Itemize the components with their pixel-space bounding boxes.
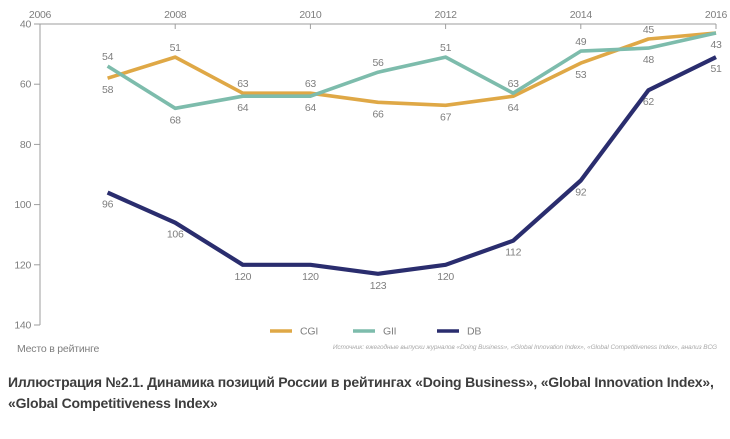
chart-source: Источник: ежегодные выпуски журналов «Do… [332, 344, 717, 351]
data-label-CGI: 67 [440, 111, 452, 123]
chart-svg: 2006 2008 2010 2012 2014 2016 40 60 80 100 120 140 5… [14, 9, 728, 338]
y-tick-label: 60 [20, 79, 32, 91]
data-label-GII: 49 [575, 36, 587, 48]
data-label-CGI: 63 [305, 78, 317, 90]
x-tick-label: 2006 [29, 9, 52, 21]
data-label-GII: 51 [440, 42, 452, 54]
data-label-DB: 92 [575, 187, 587, 199]
data-label-CGI: 63 [237, 78, 249, 90]
data-label-GII: 48 [643, 54, 655, 66]
data-label-GII: 68 [170, 114, 182, 126]
legend-label-DB: DB [467, 326, 481, 338]
data-label-DB: 120 [234, 271, 251, 283]
data-label-GII: 54 [102, 51, 114, 63]
data-label-CGI: 58 [102, 84, 114, 96]
data-label-GII: 56 [372, 57, 384, 69]
y-tick-label: 80 [20, 139, 32, 151]
data-label-DB: 106 [167, 229, 184, 241]
series-line-CGI [107, 31, 717, 108]
data-label-DB: 96 [102, 199, 114, 211]
x-tick-label: 2010 [299, 9, 322, 21]
legend-label-CGI: CGI [300, 326, 318, 338]
x-tick-label: 2008 [164, 9, 187, 21]
y-tick-label: 40 [20, 19, 32, 31]
data-label-GII: 64 [305, 102, 317, 114]
y-tick-label: 120 [14, 259, 31, 271]
data-label-DB: 112 [505, 247, 521, 259]
data-label-CGI: 53 [575, 69, 587, 81]
data-label-GII: 64 [237, 102, 249, 114]
y-tick-label: 100 [14, 199, 31, 211]
data-label-DB: 120 [302, 271, 319, 283]
y-axis-title: Место в рейтинге [17, 343, 100, 355]
data-label-CGI: 66 [372, 108, 384, 120]
data-label-CGI: 64 [508, 102, 520, 114]
data-label-GII: 63 [508, 78, 520, 90]
data-label-DB: 120 [437, 271, 454, 283]
data-label-GII: 43 [710, 39, 722, 51]
series-line-GII [106, 31, 717, 111]
x-tick-label: 2014 [570, 9, 593, 21]
x-tick-label: 2012 [435, 9, 458, 21]
data-label-DB: 123 [370, 280, 387, 292]
data-label-DB: 51 [710, 63, 722, 75]
y-tick-label: 140 [14, 320, 31, 332]
figure-caption: Иллюстрация №2.1. Динамика позиций Росси… [8, 374, 714, 411]
data-label-DB: 62 [643, 96, 655, 108]
data-label-CGI: 45 [643, 24, 655, 36]
legend-label-GII: GII [383, 326, 396, 338]
data-label-CGI: 51 [170, 42, 182, 54]
series-line-DB [106, 55, 717, 276]
x-tick-label: 2016 [705, 9, 728, 21]
